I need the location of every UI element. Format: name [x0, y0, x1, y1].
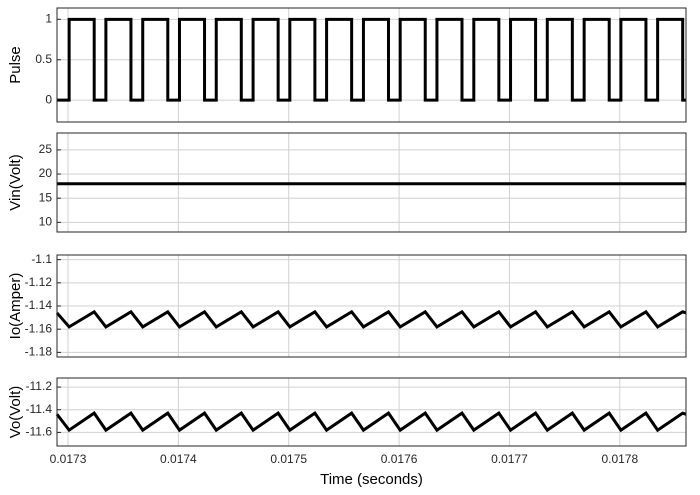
x-tick-label: 0.0176 — [381, 452, 418, 466]
subplot: 10 15 20 25 Vin(Volt) — [7, 132, 687, 233]
y-tick-label: -1.16 — [25, 321, 53, 335]
x-axis-label: Time (seconds) — [320, 471, 423, 488]
y-axis-label: Io(Amper) — [7, 273, 24, 340]
plot-frame — [56, 254, 687, 358]
y-tick-label: 0.5 — [35, 52, 52, 66]
y-tick-label: 15 — [39, 190, 53, 204]
subplot: -1.18 -1.16 -1.14 -1.12 -1.1 Io(Amper) — [7, 252, 687, 359]
y-tick-label: -1.1 — [31, 252, 52, 266]
plot-frame — [56, 7, 687, 123]
x-tick-label: 0.0177 — [491, 452, 528, 466]
subplot: 0 0.5 1 Pulse — [7, 7, 687, 123]
y-tick-label: -1.14 — [25, 298, 53, 312]
plot-area — [57, 8, 686, 122]
subplot: 0.0173 0.0174 0.0175 0.0176 0.0177 0.0178 -11.… — [7, 377, 687, 488]
plot-area — [57, 378, 686, 446]
plot-frame — [56, 377, 687, 447]
y-axis-label: Pulse — [7, 46, 24, 84]
x-tick-label: 0.0178 — [601, 452, 638, 466]
y-tick-label: -1.12 — [25, 275, 53, 289]
plot-frame — [56, 132, 687, 233]
y-axis-label: Vin(Volt) — [7, 154, 24, 210]
y-tick-label: 20 — [39, 166, 53, 180]
y-tick-label: 10 — [39, 215, 53, 229]
y-axis-label: Vo(Volt) — [7, 386, 24, 439]
x-tick-label: 0.0174 — [160, 452, 197, 466]
x-tick-label: 0.0173 — [50, 452, 87, 466]
y-tick-label: 0 — [45, 92, 52, 106]
y-tick-label: -11.6 — [26, 425, 53, 439]
y-tick-label: 25 — [39, 142, 53, 156]
line — [55, 411, 687, 433]
line — [55, 309, 687, 329]
y-tick-label: 1 — [45, 11, 52, 25]
y-tick-label: -11.4 — [26, 402, 53, 416]
y-tick-label: -1.18 — [25, 345, 53, 359]
x-tick-label: 0.0175 — [270, 452, 307, 466]
y-tick-label: -11.2 — [26, 379, 53, 393]
line — [57, 17, 686, 102]
